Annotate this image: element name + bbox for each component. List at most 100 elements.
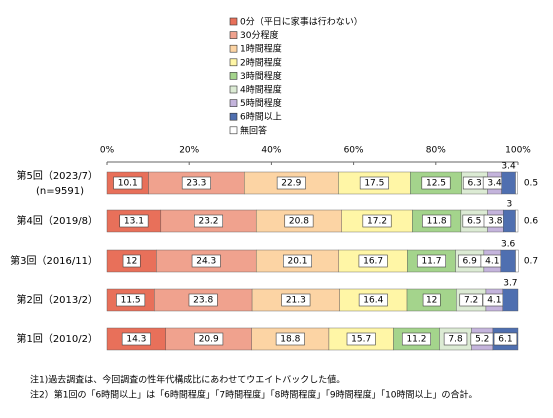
legend-label: 無回答 (240, 124, 267, 136)
value-label: 3.8 (488, 217, 503, 227)
value-label-box (443, 332, 468, 346)
value-label: 3.7 (503, 279, 517, 289)
value-label: 6.1 (498, 335, 512, 345)
value-label: 15.7 (351, 335, 371, 345)
value-label: 0.5 (524, 179, 538, 189)
value-label-box (194, 332, 224, 346)
bar-segment (515, 171, 518, 195)
value-label-box (358, 254, 388, 268)
value-label-box (346, 332, 376, 346)
legend-swatch (229, 99, 238, 107)
value-label-box (119, 214, 149, 228)
value-label: 7.2 (464, 296, 478, 306)
x-tick-label: 100% (505, 146, 531, 156)
value-label-box (122, 254, 141, 268)
value-label-box (113, 176, 143, 190)
value-label-box (181, 176, 211, 190)
legend-label: 5時間程度 (240, 97, 282, 109)
legend-swatch (229, 44, 238, 53)
x-tick-label: 20% (179, 146, 199, 156)
value-label: 18.8 (280, 335, 300, 345)
value-label-box (401, 332, 431, 346)
category-label: 第4回（2019/8） (16, 214, 98, 227)
legend-label: 30分程度 (240, 29, 278, 41)
legend-swatch (229, 17, 238, 26)
value-label: 20.8 (289, 217, 309, 227)
legend-swatch (229, 31, 238, 39)
value-label-box (362, 214, 392, 228)
value-label: 23.3 (186, 179, 206, 189)
legend-label: 3時間程度 (240, 70, 282, 82)
category-sublabel: (n=9591) (36, 186, 84, 197)
bar-segment (501, 171, 516, 195)
x-tick-label: 80% (426, 146, 446, 156)
value-label: 24.3 (196, 257, 216, 267)
value-label-box (421, 176, 451, 190)
value-label-box (416, 254, 446, 268)
x-tick-label: 0% (100, 146, 115, 156)
legend-swatch (229, 58, 238, 67)
value-label: 21.3 (286, 296, 306, 306)
value-label-box (194, 214, 224, 228)
value-label: 5.2 (475, 335, 489, 345)
value-label: 3.4 (487, 179, 502, 189)
value-label: 17.2 (367, 217, 387, 227)
value-label: 10.1 (118, 179, 138, 189)
value-label: 14.3 (126, 335, 146, 345)
value-label: 12 (426, 296, 437, 306)
value-label: 16.7 (363, 257, 383, 267)
bar-segment (502, 288, 519, 312)
value-label: 6.9 (463, 257, 478, 267)
legend-label: 1時間程度 (240, 43, 282, 55)
category-label: 第2回（2013/2） (16, 293, 98, 306)
value-label: 4.1 (487, 296, 501, 306)
value-label: 4.1 (485, 257, 499, 267)
legend-label: 4時間程度 (240, 84, 282, 96)
legend-swatch (229, 126, 238, 135)
value-label: 7.8 (448, 335, 463, 345)
value-label: 13.1 (124, 217, 144, 227)
value-label: 0.6 (524, 217, 539, 227)
footnote: 注2）第1回の「6時間以上」は「6時間程度」「7時間程度」「8時間程度」「9時間… (30, 389, 478, 401)
value-label: 3.4 (501, 162, 516, 172)
value-label: 6.5 (467, 217, 481, 227)
value-label-box (281, 293, 311, 307)
category-label: 第5回（2023/7） (16, 169, 98, 182)
value-label-box (191, 254, 221, 268)
value-label: 20.9 (199, 335, 219, 345)
value-label-box (276, 176, 306, 190)
value-label-box (188, 293, 218, 307)
x-tick-label: 40% (261, 146, 281, 156)
value-label: 23.8 (193, 296, 213, 306)
bar-segment (500, 249, 516, 273)
value-label-box (116, 293, 146, 307)
value-label: 3 (507, 200, 513, 210)
value-label: 12 (126, 257, 137, 267)
value-label: 0.7 (524, 257, 538, 267)
value-label-box (422, 214, 452, 228)
value-label-box (422, 293, 441, 307)
value-label-box (359, 176, 389, 190)
bar-segment (515, 209, 519, 233)
legend-swatch (229, 72, 238, 80)
value-label-box (459, 293, 483, 307)
value-label-box (121, 332, 151, 346)
value-label: 6.3 (467, 179, 481, 189)
value-label: 3.6 (501, 240, 516, 250)
value-label: 11.8 (427, 217, 447, 227)
value-label: 17.5 (364, 179, 384, 189)
value-label: 16.4 (363, 296, 383, 306)
value-label-box (282, 254, 312, 268)
value-label-box (358, 293, 388, 307)
value-label-box (493, 332, 518, 346)
value-label: 22.9 (281, 179, 301, 189)
value-label: 11.5 (121, 296, 141, 306)
footnote: 注1)過去調査は、今回調査の性年代構成比にあわせてウエイトバックした値。 (30, 374, 345, 386)
category-label: 第3回（2016/11） (10, 254, 98, 267)
x-tick-label: 60% (344, 146, 364, 156)
value-label: 23.2 (198, 217, 218, 227)
legend-swatch (229, 112, 238, 121)
category-label: 第1回（2010/2） (16, 332, 98, 345)
value-label-box (284, 214, 314, 228)
